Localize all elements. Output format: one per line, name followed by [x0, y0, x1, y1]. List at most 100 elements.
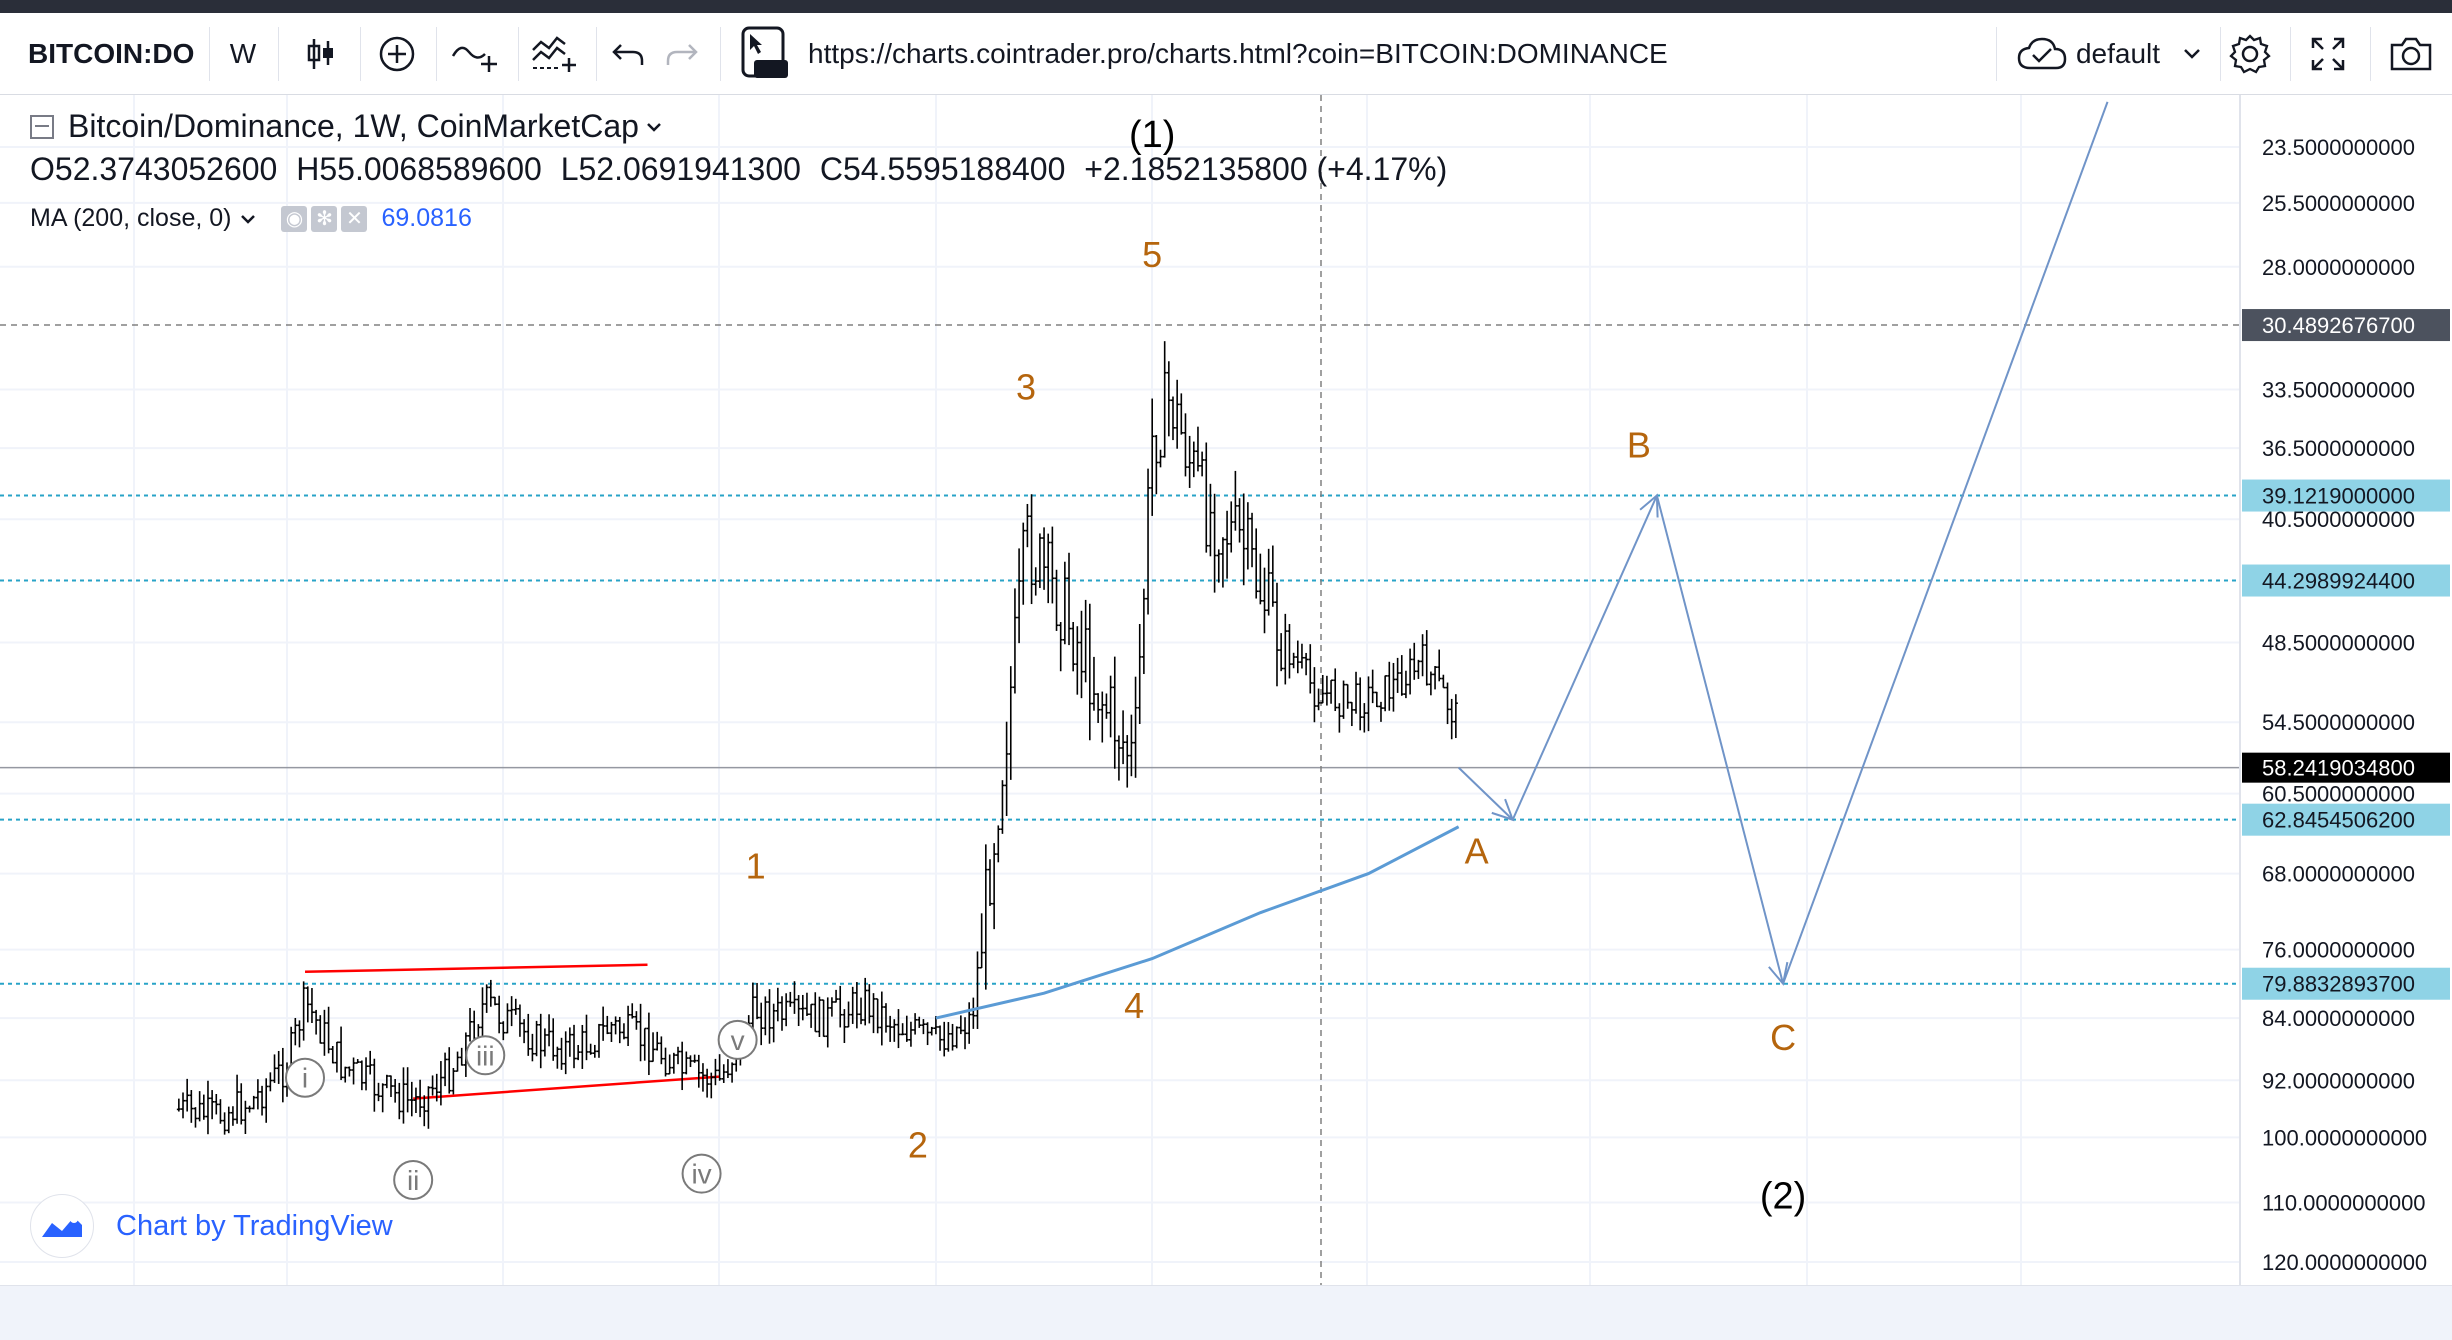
projection-layer [1457, 101, 2109, 986]
symbol-search[interactable]: BITCOIN:DO [28, 38, 195, 69]
roman-label-circle [285, 1057, 326, 1098]
ma-label: MA (200, close, 0) [30, 204, 232, 232]
gear-icon [2229, 34, 2271, 74]
toolbar-divider [278, 27, 279, 81]
price-tick-label: 92.0000000000 [2262, 1068, 2415, 1093]
legend-close-key: C [819, 151, 843, 187]
level-price-tag-text: 39.1219000000 [2262, 484, 2415, 509]
indicators-button[interactable] [444, 13, 506, 95]
interval-button[interactable]: W [229, 38, 257, 69]
indicators-icon [451, 46, 497, 72]
price-tick-label: 68.0000000000 [2262, 862, 2415, 887]
candles-icon [307, 39, 333, 69]
channel-line [413, 1075, 720, 1100]
wave-label: 2 [908, 1125, 928, 1166]
legend-high-key: H [296, 151, 320, 187]
moving-average-layer [935, 825, 1460, 1020]
grid-layer [0, 95, 2241, 1286]
toolbar-divider [2220, 27, 2221, 81]
price-tick-label: 48.5000000000 [2262, 630, 2415, 655]
chevron-down-icon [2184, 49, 2200, 59]
toolbar-divider [2370, 27, 2371, 81]
fullscreen-button[interactable] [2300, 13, 2356, 95]
roman-label: i [302, 1063, 308, 1094]
toolbar-divider [596, 27, 597, 81]
redo-button[interactable] [654, 13, 710, 95]
fullscreen-icon [2311, 37, 2345, 71]
price-axis[interactable]: 23.5000000000 25.5000000000 28.0000000000 3… [2239, 95, 2452, 1286]
tradingview-text: Chart by TradingView [116, 1209, 393, 1242]
ma-value: 69.0816 [381, 204, 472, 232]
roman-label-circle [681, 1153, 722, 1194]
roman-label-circle [465, 1035, 506, 1076]
legend-open-value: 52.3743052600 [54, 151, 278, 187]
projection-segment [1511, 495, 1658, 821]
toolbar-divider [2290, 27, 2291, 81]
snapshot-button[interactable] [2376, 13, 2446, 95]
chevron-down-icon[interactable] [239, 212, 257, 226]
url-field[interactable]: https://charts.cointrader.pro/charts.htm… [740, 13, 1686, 95]
legend-high-value: 55.0068589600 [319, 151, 542, 187]
visibility-eye-icon[interactable]: ◉ [281, 205, 308, 232]
legend-low-key: L [560, 151, 579, 187]
close-icon[interactable]: ✕ [341, 205, 368, 232]
roman-label-circle [717, 1019, 758, 1060]
price-tick-label: 28.0000000000 [2262, 255, 2415, 280]
crosshair-price-tag-text: 30.4892676700 [2262, 313, 2415, 338]
level-price-tag [2242, 479, 2450, 512]
plus-circle-icon [379, 36, 415, 72]
chevron-down-icon[interactable] [645, 120, 663, 134]
tradingview-logo-icon [30, 1194, 94, 1258]
price-tick-label: 100.0000000000 [2262, 1125, 2427, 1150]
wave-label: A [1465, 830, 1489, 871]
current-price-tag-text: 58.2419034800 [2262, 756, 2415, 781]
cloud-check-icon [2017, 37, 2067, 70]
projection-segment [1782, 101, 2109, 985]
legend-open-key: O [30, 151, 55, 187]
legend-title: Bitcoin/Dominance, 1W, CoinMarketCap [68, 108, 639, 144]
wave-label: (1) [1129, 114, 1175, 156]
time-axis-strip [0, 1286, 2452, 1340]
toolbar-divider [1996, 27, 1997, 81]
layout-label: default [2075, 38, 2161, 69]
collapse-toggle-icon[interactable] [30, 114, 54, 139]
redo-icon [666, 44, 698, 65]
settings-button[interactable] [2224, 13, 2276, 95]
candles-layer [176, 341, 1458, 1135]
legend-title-row: Bitcoin/Dominance, 1W, CoinMarketCap [30, 108, 1447, 145]
toolbar-divider [436, 27, 437, 81]
tradingview-branding[interactable]: Chart by TradingView [30, 1194, 393, 1258]
legend-change: +2.1852135800 (+4.17%) [1084, 151, 1448, 187]
price-tick-label: 76.0000000000 [2262, 938, 2415, 963]
camera-icon [2390, 37, 2432, 71]
templates-icon [532, 36, 576, 72]
roman-label: ii [407, 1165, 419, 1196]
chart-toolbar: BITCOIN:DO W [0, 13, 2452, 95]
layout-button[interactable]: default [2004, 13, 2214, 95]
toolbar-divider [209, 27, 210, 81]
toolbar-divider [360, 27, 361, 81]
chart-area[interactable]: 1 2 3 4 5 A B C (1) (2) i ii iii iv v 23.5000000000 25.… [0, 95, 2452, 1286]
wave-label: (2) [1760, 1176, 1806, 1218]
crosshair-price-tag [2242, 309, 2450, 342]
level-price-tag [2242, 967, 2450, 1000]
channel-lines-layer [304, 963, 720, 1100]
gear-icon[interactable]: ✻ [311, 205, 338, 232]
price-tick-label: 33.5000000000 [2262, 377, 2415, 402]
toolbar-divider [518, 27, 519, 81]
level-price-tag [2242, 803, 2450, 836]
compare-button[interactable] [366, 13, 428, 95]
legend-low-value: 52.0691941300 [578, 151, 801, 187]
bar-style-button[interactable] [290, 13, 352, 95]
url-icon [741, 26, 788, 78]
price-axis-background [2240, 95, 2452, 1286]
level-price-tag-text: 44.2989924400 [2262, 569, 2415, 594]
level-price-tag-text: 79.8832893700 [2262, 972, 2415, 997]
legend-ma-row[interactable]: MA (200, close, 0) ◉ ✻ ✕ 69.0816 [30, 204, 1447, 233]
roman-label: iv [691, 1159, 711, 1190]
horizontal-levels-layer [0, 95, 2240, 1286]
roman-label-circle [393, 1159, 434, 1200]
undo-button[interactable] [600, 13, 656, 95]
templates-button[interactable] [526, 13, 582, 95]
